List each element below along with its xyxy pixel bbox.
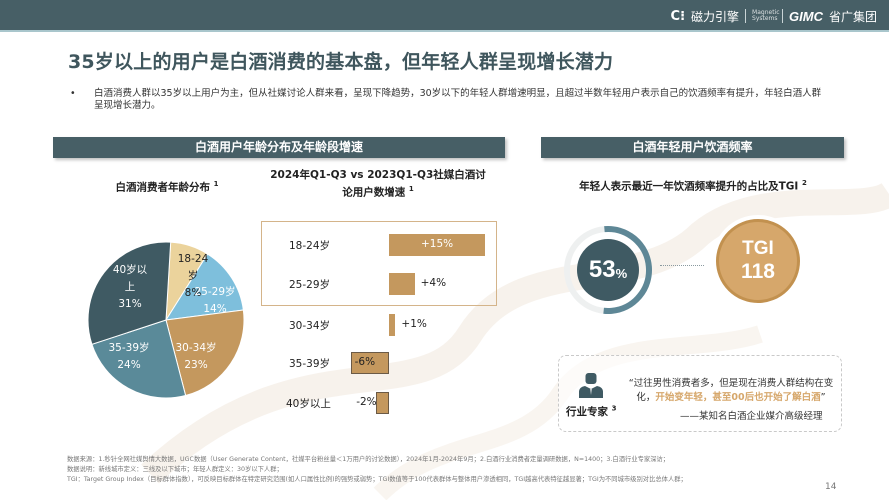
- summary-paragraph: • 白酒消费人群以35岁以上用户为主，但从社媒讨论人群来看，呈现下降趋势，30岁…: [70, 88, 830, 112]
- bullet: •: [70, 88, 76, 99]
- pie-chart-title: 白酒消费者年龄分布 1: [92, 177, 242, 195]
- partner-logo-text: Magnetic Systems: [752, 9, 780, 22]
- bar: [376, 392, 389, 414]
- footnote-marker: 2: [801, 179, 807, 187]
- c-dots-logo-icon: C⁝: [670, 8, 686, 24]
- bar-category-label: 35-39岁: [289, 358, 331, 370]
- bar: [350, 352, 389, 374]
- bar-value-label: +15%: [421, 238, 454, 250]
- bar-value-label: +1%: [401, 318, 427, 330]
- bar: [389, 234, 485, 256]
- pie-slice: [165, 253, 244, 321]
- bar-value-label: +4%: [420, 277, 447, 289]
- bar-title-line2: 论用户数增速: [342, 186, 406, 199]
- quote-source: ——某知名白酒企业媒介高级经理: [680, 411, 823, 422]
- dotted-connector: [660, 265, 704, 266]
- pie-label-35-39: 35-39岁 24%: [108, 342, 150, 371]
- pie-label-25-29: 25-29岁 14%: [194, 286, 236, 315]
- bar-title-line2-wrap: 论用户数增速 1: [258, 182, 498, 200]
- footnotes: 数据来源：1.秒针全网社媒舆情大数据，UGC数据（User Generate C…: [67, 455, 807, 485]
- bar-value-label: -6%: [354, 356, 376, 368]
- gimc-logo: GIMC: [789, 8, 823, 24]
- quote-close: ”: [820, 392, 826, 403]
- pie-title-text: 白酒消费者年龄分布: [115, 181, 210, 194]
- frequency-subtitle: 年轻人表示最近一年饮酒频率提升的占比及TGI 2: [548, 176, 838, 194]
- page-title: 35岁以上的用户是白酒消费的基本盘，但年轻人群呈现增长潜力: [68, 51, 614, 73]
- bar-title-line1: 2024年Q1-Q3 vs 2023Q1-Q3社媒白酒讨: [270, 169, 486, 181]
- pie-label-18-24: 18-24岁 8%: [177, 253, 209, 299]
- brand-separator: [745, 9, 747, 23]
- group-name-cn: 省广集团: [828, 9, 877, 24]
- young-group-highlight-box: [261, 221, 497, 306]
- expert-quote-box: [558, 355, 842, 432]
- brand-name-cn: 磁力引擎: [691, 9, 740, 24]
- top-bar: C⁝ 磁力引擎 Magnetic Systems GIMC 省广集团: [0, 0, 889, 32]
- share-unit: %: [615, 265, 628, 281]
- bar-category-label: 18-24岁: [289, 240, 331, 252]
- expert-label-text: 行业专家: [566, 406, 608, 418]
- footnote-marker: 3: [611, 404, 617, 413]
- pie-svg: [87, 241, 245, 399]
- share-value: 53 %: [560, 222, 656, 318]
- donut-svg: [564, 226, 652, 314]
- page-number: 14: [825, 482, 837, 492]
- tgi-badge: TGI 118: [716, 219, 800, 303]
- bar: [389, 314, 396, 336]
- right-section-header: 白酒年轻用户饮酒频率: [541, 137, 844, 158]
- bar-category-label: 30-34岁: [289, 320, 331, 332]
- footnote-marker: 1: [408, 185, 414, 193]
- frequency-subtitle-text: 年轻人表示最近一年饮酒频率提升的占比及TGI: [579, 180, 799, 193]
- bar-chart-title: 2024年Q1-Q3 vs 2023Q1-Q3社媒白酒讨 论用户数增速 1: [258, 168, 498, 200]
- bar-value-label: -2%: [356, 396, 377, 408]
- bar-category-label: 25-29岁: [289, 279, 331, 291]
- summary-text: 白酒消费人群以35岁以上用户为主，但从社媒讨论人群来看，呈现下降趋势，30岁以下…: [94, 88, 822, 111]
- footnote-line-1: 数据来源：1.秒针全网社媒舆情大数据，UGC数据（User Generate C…: [67, 456, 670, 463]
- brand-separator: [782, 9, 784, 23]
- pie-slice: [87, 241, 172, 345]
- tgi-value: 118: [741, 260, 775, 283]
- share-number: 53: [588, 256, 616, 283]
- footnote-line-3: TGI：Target Group Index（目标群体指数），可反映目标群体在特…: [67, 476, 687, 483]
- footnote-marker: 1: [213, 180, 219, 188]
- quote-text: “过往男性消费者多，但是现在消费人群结构在变化，: [628, 378, 834, 403]
- brand-logos: C⁝ 磁力引擎 Magnetic Systems GIMC 省广集团: [671, 7, 877, 25]
- footnote-line-2: 数据说明：新线城市定义：三线及以下城市；年轻人群定义：30岁以下人群；: [67, 466, 283, 473]
- bar: [389, 273, 415, 295]
- businessman-icon: [579, 373, 603, 398]
- expert-quote: “过往男性消费者多，但是现在消费人群结构在变化，开始变年轻，甚至00后也开始了解…: [620, 377, 842, 405]
- expert-label: 行业专家 3: [566, 404, 617, 419]
- pie-slice: [91, 319, 187, 399]
- pie-slice: [165, 309, 245, 397]
- left-section-header: 白酒用户年龄分布及年龄段增速: [53, 137, 505, 158]
- age-distribution-pie-chart: [86, 240, 246, 400]
- quote-highlight: 开始变年轻，甚至00后也开始了解白酒: [655, 392, 821, 403]
- pie-label-40-plus: 40岁以上 31%: [112, 264, 148, 310]
- share-donut-chart: 53 %: [560, 222, 656, 318]
- bar-category-label: 40岁以上: [286, 398, 331, 410]
- tgi-label: TGI: [742, 238, 774, 259]
- pie-label-30-34: 30-34岁 23%: [175, 342, 217, 371]
